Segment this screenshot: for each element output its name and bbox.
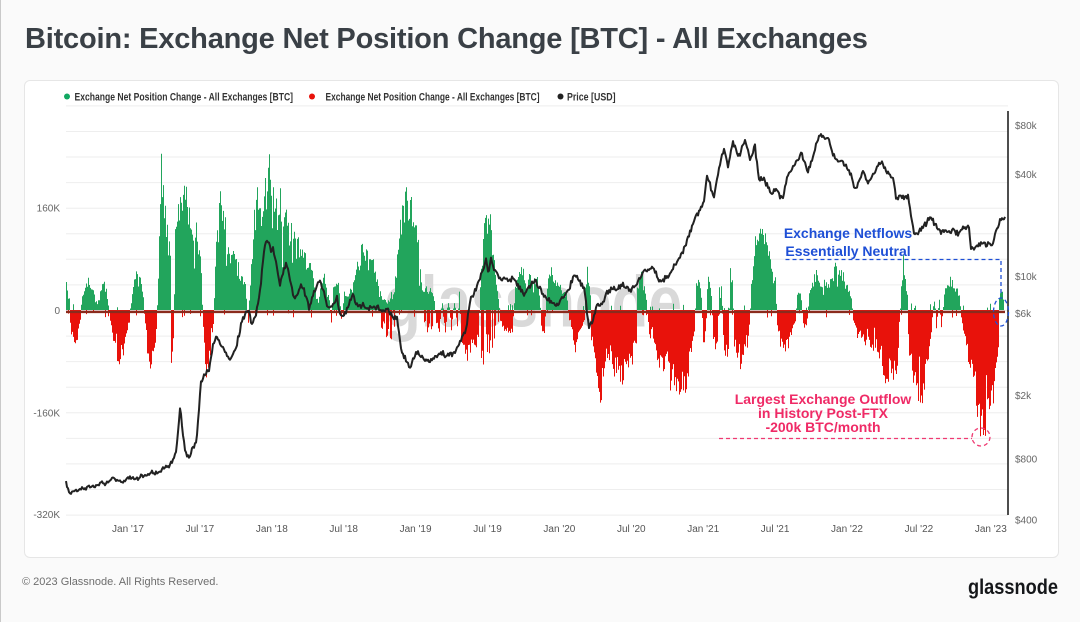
svg-text:$800: $800: [1015, 455, 1038, 466]
svg-text:Jan '23: Jan '23: [975, 524, 1007, 535]
svg-text:-200k BTC/month: -200k BTC/month: [765, 419, 880, 435]
svg-text:Exchange Net Position Change -: Exchange Net Position Change - All Excha…: [326, 92, 540, 104]
svg-text:Price [USD]: Price [USD]: [567, 92, 616, 104]
svg-text:Jan '17: Jan '17: [112, 524, 144, 535]
svg-text:Jul '20: Jul '20: [617, 524, 646, 535]
svg-text:-160K: -160K: [33, 408, 60, 419]
svg-text:Jan '21: Jan '21: [687, 524, 719, 535]
svg-text:glassnode: glassnode: [968, 575, 1058, 599]
svg-text:$80k: $80k: [1015, 121, 1038, 132]
svg-text:Largest Exchange Outflow: Largest Exchange Outflow: [735, 391, 912, 407]
svg-text:$40k: $40k: [1015, 170, 1038, 181]
svg-text:Jan '18: Jan '18: [256, 524, 288, 535]
svg-text:Jul '18: Jul '18: [329, 524, 358, 535]
svg-text:0: 0: [54, 306, 60, 317]
svg-text:Jan '19: Jan '19: [400, 524, 432, 535]
svg-text:Jan '20: Jan '20: [543, 524, 575, 535]
svg-text:Jul '21: Jul '21: [761, 524, 790, 535]
svg-text:Exchange Net Position Change -: Exchange Net Position Change - All Excha…: [75, 92, 294, 104]
svg-text:$6k: $6k: [1015, 309, 1032, 320]
svg-text:-320K: -320K: [33, 510, 60, 521]
svg-text:$400: $400: [1015, 515, 1038, 526]
svg-text:Exchange Netflows: Exchange Netflows: [784, 225, 913, 241]
svg-text:Jul '19: Jul '19: [473, 524, 502, 535]
svg-text:Jul '22: Jul '22: [905, 524, 934, 535]
svg-text:Essentially Neutral: Essentially Neutral: [785, 243, 910, 259]
svg-text:$2k: $2k: [1015, 391, 1032, 402]
svg-text:160K: 160K: [37, 204, 61, 215]
svg-text:Jan '22: Jan '22: [831, 524, 863, 535]
svg-text:Jul '17: Jul '17: [186, 524, 215, 535]
svg-text:in History Post-FTX: in History Post-FTX: [758, 405, 889, 421]
svg-text:$10k: $10k: [1015, 272, 1038, 283]
